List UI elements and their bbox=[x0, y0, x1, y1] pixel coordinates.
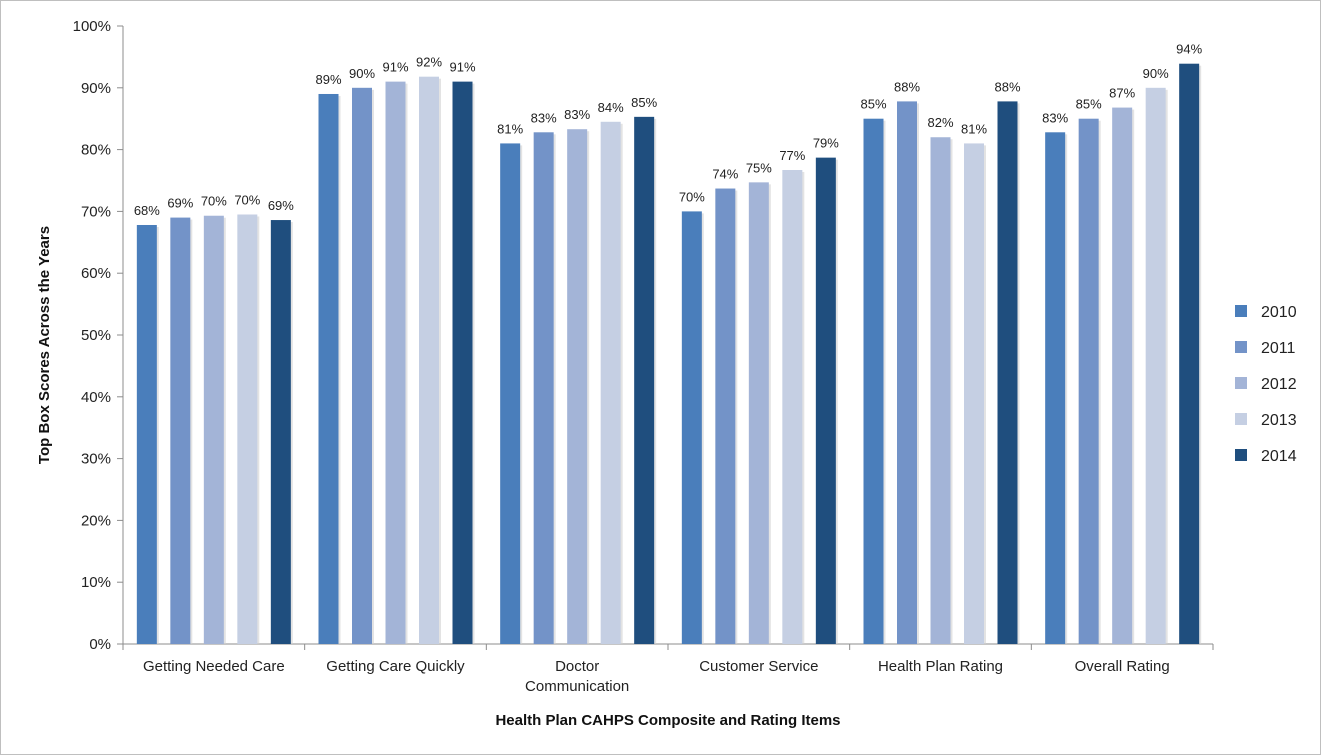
y-tick-label: 40% bbox=[81, 389, 111, 406]
bar-2010 bbox=[863, 118, 884, 644]
data-label-2010: 70% bbox=[679, 189, 705, 204]
bar-2013 bbox=[419, 76, 439, 644]
data-label-2012: 87% bbox=[1109, 86, 1135, 101]
bar-2013 bbox=[600, 121, 621, 645]
data-label-2011: 74% bbox=[712, 167, 738, 182]
y-tick-label: 30% bbox=[81, 451, 111, 468]
x-category-label: Getting Care Quickly bbox=[326, 658, 465, 675]
data-label-2014: 69% bbox=[268, 198, 294, 213]
data-labels: 68% 89% 81% 70% 85% 83% 69% 90% 83% 74% 88% 85% 70% 9… bbox=[134, 42, 1203, 218]
y-tick-label: 0% bbox=[89, 636, 111, 653]
data-label-2014: 91% bbox=[449, 60, 475, 75]
data-label-2013: 92% bbox=[416, 55, 442, 70]
bar-2014 bbox=[1179, 63, 1200, 644]
data-label-2011: 83% bbox=[531, 110, 557, 125]
bar-2010 bbox=[500, 143, 521, 645]
legend: 2010 2011 2012 2013 2014 bbox=[1235, 304, 1297, 465]
bars bbox=[136, 63, 1202, 645]
bar-2011 bbox=[715, 188, 736, 644]
data-label-2010: 89% bbox=[315, 72, 341, 87]
data-label-2013: 84% bbox=[598, 100, 624, 115]
bar-2014 bbox=[815, 157, 836, 644]
data-label-2010: 83% bbox=[1042, 110, 1068, 125]
x-category-label: Overall Rating bbox=[1075, 658, 1170, 675]
data-label-2012: 82% bbox=[927, 115, 953, 130]
data-label-2014: 94% bbox=[1176, 42, 1202, 57]
legend-label-2011: 2011 bbox=[1261, 340, 1296, 357]
data-label-2011: 69% bbox=[167, 196, 193, 211]
bar-2010 bbox=[136, 224, 157, 644]
x-category-label: Health Plan Rating bbox=[878, 658, 1003, 675]
legend-label-2013: 2013 bbox=[1261, 412, 1297, 429]
data-label-2012: 75% bbox=[746, 160, 772, 175]
axes: 0% 10% 20% 30% 40% 50% 60% 70% 80% 90% 100% Getting… bbox=[73, 18, 1214, 695]
bar-2014 bbox=[634, 116, 655, 644]
data-label-2010: 68% bbox=[134, 203, 160, 218]
data-label-2011: 90% bbox=[349, 66, 375, 81]
legend-label-2014: 2014 bbox=[1261, 448, 1297, 465]
bar-2013 bbox=[237, 214, 258, 645]
bar-2012 bbox=[385, 81, 406, 645]
y-tick-label: 50% bbox=[81, 327, 111, 344]
bar-2011 bbox=[897, 101, 917, 644]
data-label-2010: 81% bbox=[497, 121, 523, 136]
legend-swatch-2014 bbox=[1235, 449, 1247, 461]
x-category-label: Doctor Communication bbox=[525, 658, 629, 695]
bar-2014 bbox=[270, 220, 291, 644]
data-label-2011: 85% bbox=[1076, 97, 1102, 112]
legend-label-2012: 2012 bbox=[1261, 376, 1297, 393]
bar-2011 bbox=[352, 87, 372, 645]
legend-swatch-2010 bbox=[1235, 305, 1247, 317]
y-tick-label: 20% bbox=[81, 512, 111, 529]
data-label-2011: 88% bbox=[894, 79, 920, 94]
data-label-2012: 91% bbox=[382, 60, 408, 75]
data-label-2013: 77% bbox=[779, 148, 805, 163]
legend-swatch-2011 bbox=[1235, 341, 1247, 353]
bar-2012 bbox=[748, 182, 769, 644]
y-tick-label: 60% bbox=[81, 265, 111, 282]
legend-swatch-2013 bbox=[1235, 413, 1247, 425]
x-category-label: Getting Needed Care bbox=[143, 658, 285, 675]
data-label-2012: 83% bbox=[564, 107, 590, 122]
bar-2012 bbox=[1112, 107, 1133, 645]
x-category-label: Customer Service bbox=[699, 658, 818, 675]
bar-2011 bbox=[1078, 118, 1099, 644]
bar-2014 bbox=[997, 101, 1018, 644]
data-label-2013: 90% bbox=[1143, 66, 1169, 81]
data-label-2012: 70% bbox=[201, 194, 227, 209]
bar-2013 bbox=[964, 143, 984, 645]
bar-2013 bbox=[782, 169, 803, 644]
data-label-2013: 81% bbox=[961, 121, 987, 136]
legend-label-2010: 2010 bbox=[1261, 304, 1297, 321]
x-axis-title: Health Plan CAHPS Composite and Rating I… bbox=[495, 712, 840, 729]
bar-2010 bbox=[318, 93, 339, 645]
y-tick-label: 90% bbox=[81, 80, 111, 97]
data-label-2010: 85% bbox=[860, 97, 886, 112]
bar-2012 bbox=[567, 129, 588, 644]
y-axis-title: Top Box Scores Across the Years bbox=[36, 226, 53, 464]
data-label-2013: 70% bbox=[234, 192, 260, 207]
y-tick-label: 70% bbox=[81, 203, 111, 220]
y-tick-label: 80% bbox=[81, 142, 111, 159]
y-tick-label: 100% bbox=[73, 18, 111, 35]
bar-2012 bbox=[203, 215, 224, 644]
bar-2010 bbox=[681, 211, 702, 644]
legend-swatch-2012 bbox=[1235, 377, 1247, 389]
bar-2014 bbox=[452, 81, 473, 645]
data-label-2014: 88% bbox=[994, 79, 1020, 94]
bar-2013 bbox=[1145, 87, 1166, 645]
bar-2011 bbox=[170, 217, 191, 644]
bar-2010 bbox=[1045, 132, 1066, 644]
data-label-2014: 79% bbox=[813, 136, 839, 151]
bar-2012 bbox=[930, 137, 951, 645]
y-tick-label: 10% bbox=[81, 574, 111, 591]
bar-2011 bbox=[533, 132, 554, 644]
data-label-2014: 85% bbox=[631, 95, 657, 110]
